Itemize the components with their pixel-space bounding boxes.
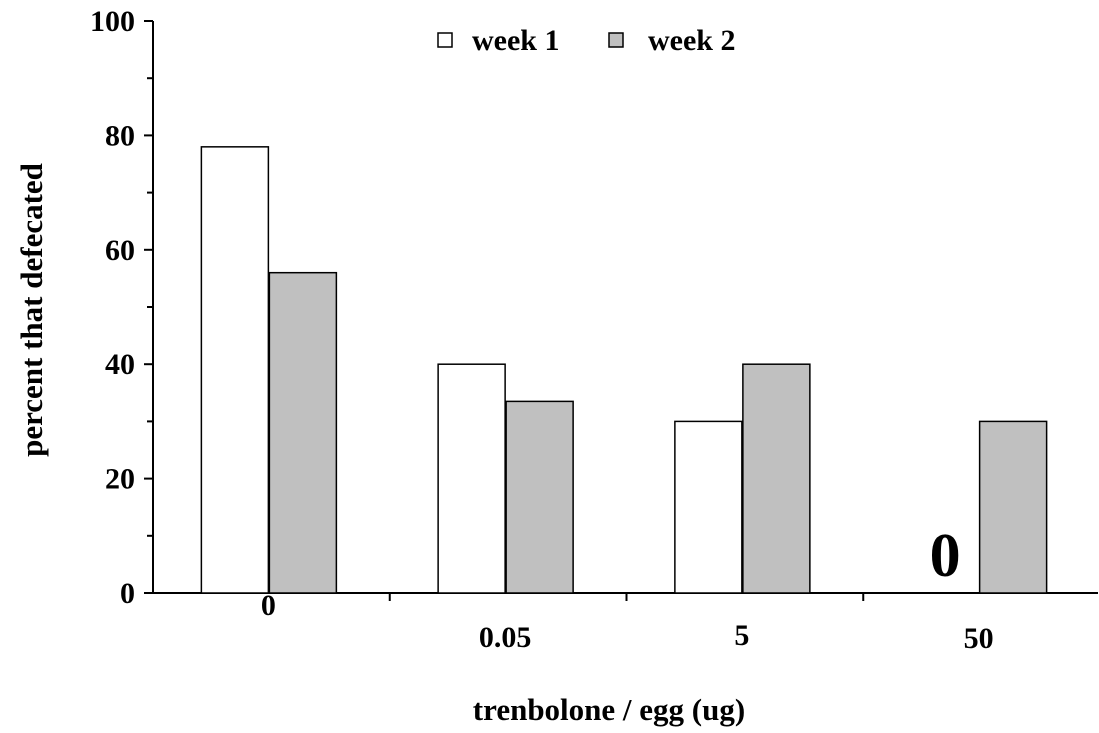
y-tick-label: 20 [105, 463, 135, 496]
zero-value-annotation: 0 [930, 522, 961, 590]
x-category-label: 5 [734, 619, 749, 652]
bar-week-2-0.05 [505, 400, 574, 594]
legend-swatch-week-1 [437, 32, 453, 48]
legend-swatch-week-2 [608, 32, 624, 48]
bar-week-2-50 [978, 420, 1048, 594]
y-tick-label: 40 [105, 348, 135, 381]
legend-label-week-1: week 1 [472, 24, 559, 57]
y-tick-label: 60 [105, 234, 135, 267]
bar-week-1-0 [200, 146, 270, 594]
x-category-label: 0 [261, 589, 276, 622]
x-category-label: 0.05 [479, 621, 532, 654]
bar-week-1-0.05 [437, 363, 506, 594]
bar-week-1-5 [674, 420, 743, 594]
y-tick-label: 0 [120, 577, 135, 610]
bars [200, 146, 1048, 594]
bar-week-2-5 [742, 363, 811, 594]
x-category-label: 50 [964, 622, 994, 655]
bar-week-2-0 [268, 271, 338, 594]
legend-label-week-2: week 2 [648, 24, 735, 57]
y-tick-label: 80 [105, 119, 135, 152]
legend: week 1 week 2 [437, 24, 735, 57]
y-axis-title: percent that defecated [14, 163, 49, 457]
x-axis-title: trenbolone / egg (ug) [473, 692, 745, 727]
y-tick-label: 100 [90, 5, 135, 38]
